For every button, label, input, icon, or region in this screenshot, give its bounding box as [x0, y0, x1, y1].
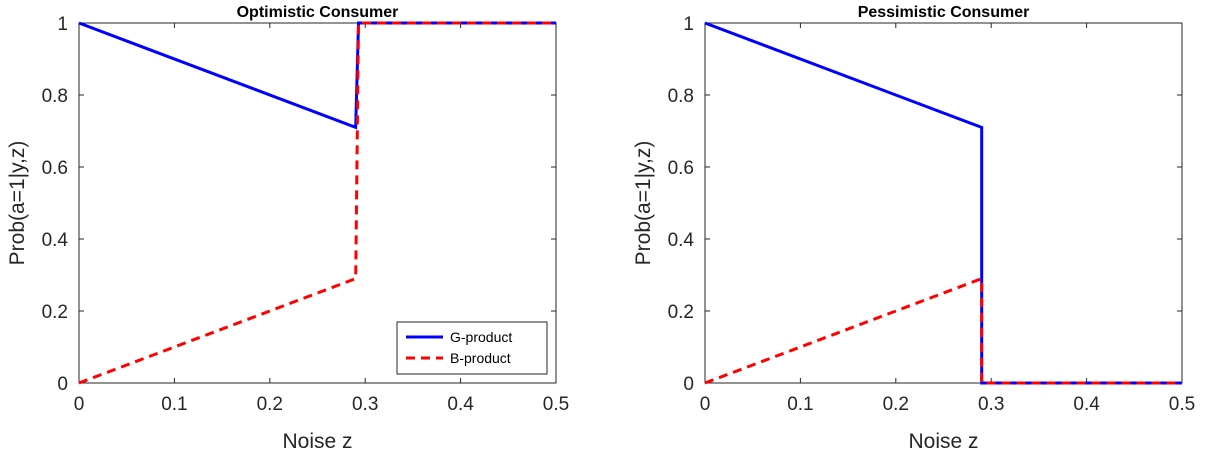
x-tick-label: 0.2	[257, 394, 283, 415]
series-line-b-product	[78, 21, 556, 385]
legend-entry-label: B-product	[450, 350, 511, 366]
series-line-g-product	[704, 21, 1182, 385]
x-tick-label: 0.5	[543, 394, 569, 415]
x-tick-label: 0.3	[352, 394, 378, 415]
y-tick-label: 0.8	[668, 86, 694, 107]
y-axis-label: Prob(a=1|y,z)	[632, 141, 655, 266]
series-line-g-product	[78, 21, 556, 130]
y-tick-label: 0.2	[668, 302, 694, 323]
y-tick-label: 1	[57, 14, 68, 35]
y-tick-label: 0	[683, 374, 694, 395]
legend: G-product B-product	[396, 321, 548, 375]
x-axis-label: Noise z	[282, 430, 352, 453]
series-line-b-product	[704, 276, 1182, 385]
chart-panel-1: 0 0.1 0.2 0.3 0.4 0.5 0 0.2 0.4 0.6 0.8 1 Noise z Pro…	[6, 4, 569, 453]
y-tick-label: 0.8	[42, 86, 68, 107]
y-tick-label: 0.6	[668, 158, 694, 179]
x-tick-label: 0	[74, 394, 85, 415]
x-tick-label: 0.1	[787, 394, 813, 415]
y-tick-label: 0.4	[668, 230, 695, 251]
y-tick-label: 1	[683, 14, 694, 35]
y-tick-label: 0.4	[42, 230, 69, 251]
axes-frame	[78, 22, 557, 384]
legend-entry-label: G-product	[450, 329, 512, 345]
x-tick-label: 0.4	[1073, 394, 1100, 415]
y-tick-label: 0.6	[42, 158, 68, 179]
y-tick-label: 0	[57, 374, 68, 395]
x-tick-label: 0.4	[447, 394, 474, 415]
x-tick-label: 0.1	[161, 394, 187, 415]
axes-frame	[704, 22, 1183, 384]
x-tick-label: 0.2	[883, 394, 909, 415]
chart-title: Optimistic Consumer	[237, 4, 399, 21]
x-tick-label: 0.3	[978, 394, 1004, 415]
x-tick-label: 0	[700, 394, 711, 415]
y-axis-label: Prob(a=1|y,z)	[6, 141, 29, 266]
y-tick-label: 0.2	[42, 302, 68, 323]
chart-title: Pessimistic Consumer	[858, 4, 1030, 21]
legend-box	[396, 321, 548, 375]
x-tick-label: 0.5	[1169, 394, 1195, 415]
chart-panel-2: 0 0.1 0.2 0.3 0.4 0.5 0 0.2 0.4 0.6 0.8 1 Noise z Pro…	[632, 4, 1195, 453]
x-axis-label: Noise z	[908, 430, 978, 453]
